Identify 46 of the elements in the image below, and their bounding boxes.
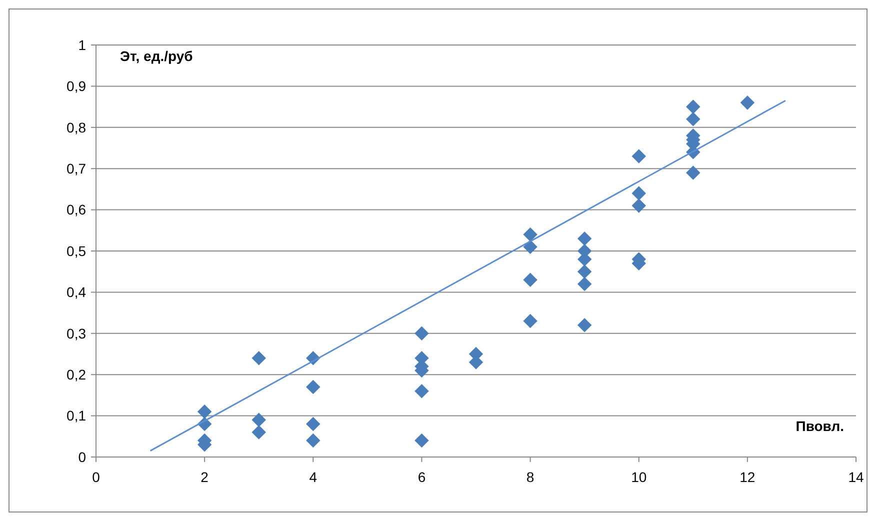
point	[523, 314, 538, 328]
x-tick-label: 4	[309, 469, 318, 485]
y-tick-label: 0,4	[66, 284, 86, 300]
point	[577, 276, 592, 292]
y-tick-label: 1	[78, 36, 86, 53]
y-tick-label: 0,7	[66, 160, 86, 176]
x-tick-label: 0	[92, 469, 100, 485]
point	[740, 96, 755, 110]
y-tick-label: 0,9	[66, 78, 86, 94]
point	[523, 227, 538, 242]
point	[632, 186, 646, 200]
x-tick-label: 6	[418, 469, 426, 485]
y-tick-label: 0,5	[66, 242, 86, 259]
point	[523, 240, 538, 254]
y-tick-label: 0	[78, 448, 86, 465]
y-tick-label: 0,8	[66, 119, 86, 136]
x-tick-label: 12	[740, 469, 756, 485]
x-tick-label: 2	[200, 469, 209, 485]
y-tick-label: 0,2	[66, 366, 86, 382]
point	[686, 166, 700, 180]
x-tick-label: 10	[631, 469, 647, 485]
point	[686, 112, 700, 126]
y-tick-label: 0,6	[66, 202, 86, 218]
point	[577, 318, 592, 332]
y-tick-label: 0,1	[66, 408, 86, 424]
x-tick-label: 14	[848, 469, 864, 485]
y-axis-title: Эт, ед./руб	[120, 48, 194, 64]
x-axis-title: Пвовл.	[796, 418, 844, 434]
point	[252, 350, 266, 366]
point	[632, 149, 646, 164]
x-tick-label: 8	[526, 469, 534, 485]
point	[306, 380, 320, 394]
point	[632, 198, 646, 213]
point	[414, 433, 429, 448]
point	[306, 416, 320, 432]
point	[414, 384, 429, 398]
point	[197, 404, 212, 419]
point	[252, 412, 266, 428]
point	[252, 425, 266, 440]
point	[414, 326, 429, 341]
point	[577, 264, 592, 279]
point	[523, 272, 538, 287]
y-tick-label: 0,3	[66, 325, 86, 342]
point	[306, 433, 320, 448]
point	[686, 100, 700, 114]
point	[577, 232, 592, 246]
